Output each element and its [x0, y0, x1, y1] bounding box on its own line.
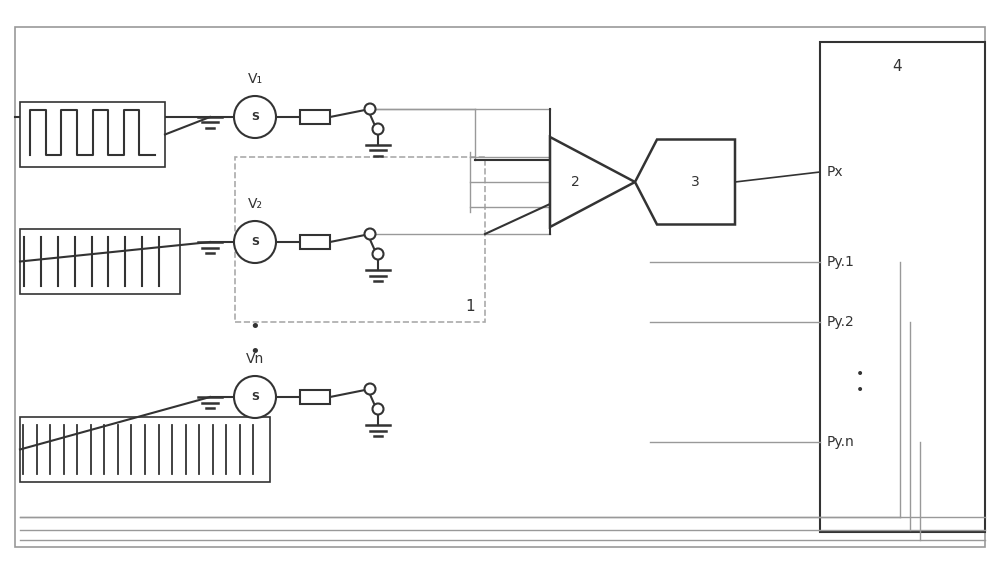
Bar — [300, 235, 330, 249]
Text: 3: 3 — [691, 175, 699, 189]
Text: 2: 2 — [571, 175, 579, 189]
Circle shape — [372, 248, 384, 260]
Polygon shape — [635, 140, 735, 224]
Text: •
•: • • — [856, 367, 864, 397]
Bar — [20, 229, 180, 294]
Circle shape — [364, 383, 376, 395]
Text: Py.n: Py.n — [827, 435, 855, 449]
Text: Py.2: Py.2 — [827, 315, 855, 329]
Bar — [235, 157, 485, 322]
Circle shape — [364, 104, 376, 114]
Circle shape — [372, 124, 384, 134]
Circle shape — [372, 403, 384, 415]
Polygon shape — [550, 137, 635, 227]
Text: S: S — [251, 112, 259, 122]
Text: V₂: V₂ — [247, 197, 262, 211]
Text: •: • — [250, 343, 260, 361]
Text: Px: Px — [827, 165, 844, 179]
Circle shape — [234, 376, 276, 418]
Bar — [300, 390, 330, 404]
Circle shape — [234, 96, 276, 138]
Circle shape — [364, 228, 376, 240]
Circle shape — [234, 221, 276, 263]
Bar — [300, 110, 330, 124]
Text: S: S — [251, 237, 259, 247]
Bar — [20, 102, 165, 167]
Text: 4: 4 — [892, 59, 902, 74]
Text: 1: 1 — [465, 300, 475, 315]
Text: Py.1: Py.1 — [827, 255, 855, 269]
Text: S: S — [251, 392, 259, 402]
Text: •: • — [250, 318, 260, 336]
Bar — [20, 417, 270, 482]
Bar — [820, 42, 985, 532]
Text: V₁: V₁ — [247, 72, 263, 86]
Text: Vn: Vn — [246, 352, 264, 366]
